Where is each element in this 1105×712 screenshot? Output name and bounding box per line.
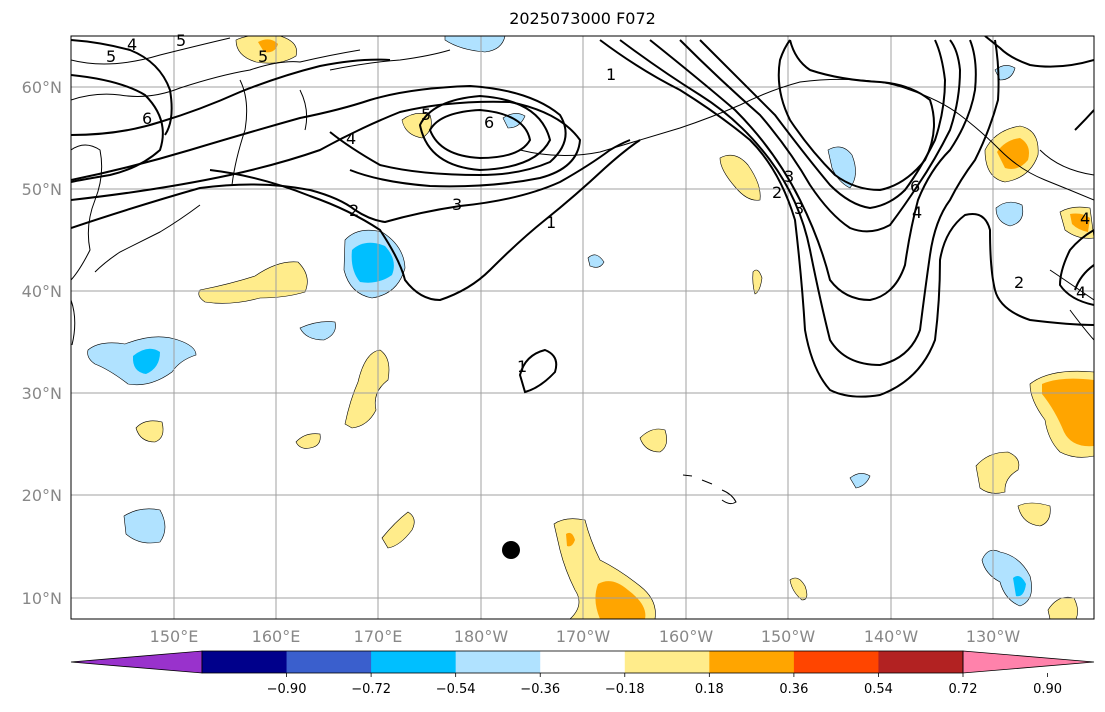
negative-anomaly-core [1013,576,1026,597]
longitude-labels: 150°E 160°E 170°E 180°W 170°W 160°W 150°… [150,627,1021,646]
contour-label: 1 [606,65,616,84]
positive-anomaly-area [295,433,321,449]
contour-label: 3 [784,167,794,186]
colorbar-extend-low [70,650,203,674]
contour-label: 2 [1014,273,1024,292]
contour-label: 4 [912,203,922,222]
colorbar-swatch [371,651,457,673]
contour-label: 6 [484,113,494,132]
colorbar-tick-label: −0.90 [267,682,307,697]
positive-anomaly-core [997,138,1029,169]
contour-label: 1 [517,357,527,376]
colorbar-tick-label: −0.54 [436,682,476,697]
colorbar-swatch [202,651,288,673]
positive-anomaly-core [595,581,646,619]
contour-label: 6 [910,177,920,196]
lat-label-20n: 20°N [22,486,62,505]
lon-label: 180°W [454,627,509,646]
lon-label: 130°W [966,627,1021,646]
lat-label-10n: 10°N [22,589,62,608]
colorbar-swatch [624,651,710,673]
positive-anomaly-area [1017,502,1051,527]
colorbar-swatch [878,651,964,673]
contour-label: 4 [1080,209,1090,228]
lon-label: 170°W [556,627,611,646]
positive-anomaly-area [135,420,164,443]
lon-label: 150°W [761,627,816,646]
positive-anomaly-area [789,577,808,601]
positive-anomaly-area [381,511,415,549]
colorbar-frame [201,650,964,674]
lat-label-30n: 30°N [22,384,62,403]
positive-anomaly-core [1042,378,1094,447]
colorbar-tick-label: 0.90 [1033,682,1062,697]
colorbar-swatch [709,651,795,673]
contour-label: 2 [349,201,359,220]
contour-label: 5 [258,47,268,66]
lon-label: 160°E [252,627,301,646]
contour-label: 5 [176,31,186,50]
colorbar-tick-label: 0.18 [695,682,724,697]
colorbar-swatch [540,651,626,673]
lat-label-50n: 50°N [22,180,62,199]
negative-anomaly-area [827,146,856,189]
latitude-labels: 60°N 50°N 40°N 30°N 20°N 10°N [22,78,62,608]
lon-label: 170°E [354,627,403,646]
lon-label: 160°W [659,627,714,646]
contour-label: 6 [142,109,152,128]
contours [71,36,1094,398]
positive-anomaly-core [1070,213,1090,232]
location-marker [502,541,520,559]
colorbar: −0.90 −0.72 −0.54 −0.36 −0.18 0.18 0.36 0.54 0.7… [70,650,1095,697]
positive-anomaly-area [1047,596,1078,619]
positive-anomaly-area [752,269,763,295]
negative-anomaly-area [995,201,1024,227]
colorbar-extend-high [962,650,1095,674]
positive-anomaly-area [639,428,667,453]
contour-label: 3 [794,199,804,218]
colorbar-swatch [286,651,372,673]
contour-label: 4 [346,129,356,148]
colorbar-tick-label: 0.54 [864,682,893,697]
negative-anomaly-area [444,36,506,53]
contour-label: 2 [772,183,782,202]
colorbar-tick-label: −0.72 [351,682,391,697]
contour-label: 5 [421,105,431,124]
shaded-anomaly-layer [87,36,1094,619]
negative-anomaly-core [351,242,394,283]
positive-anomaly-core [258,39,278,53]
colorbar-tick-label: 0.36 [779,682,808,697]
contour-label: 3 [452,195,462,214]
colorbar-swatch [455,651,541,673]
contour-label: 5 [106,47,116,66]
contour-label: 4 [127,35,137,54]
lat-label-40n: 40°N [22,282,62,301]
positive-anomaly-core [566,532,575,547]
colorbar-tick-label: 0.72 [949,682,978,697]
negative-anomaly-area [849,473,871,489]
map-title: 2025073000 F072 [509,9,656,28]
lon-label: 140°W [864,627,919,646]
contour-labels: 5 4 6 5 6 5 2 3 1 1 1 4 2 3 6 4 3 4 2 5 … [106,31,1090,376]
positive-anomaly-area [975,451,1020,494]
positive-anomaly-area [344,349,390,429]
negative-anomaly-area [123,508,166,544]
colorbar-tick-label: −0.36 [520,682,560,697]
colorbar-swatch [793,651,879,673]
negative-anomaly-core [132,348,160,374]
contour-label: 4 [1076,283,1086,302]
lon-label: 150°E [150,627,199,646]
plot-frame [70,35,1095,620]
positive-anomaly-area [198,261,308,304]
contour-label: 1 [546,213,556,232]
positive-anomaly-area [719,154,761,201]
negative-anomaly-area [299,321,336,341]
negative-anomaly-area [587,254,605,268]
lat-label-60n: 60°N [22,78,62,97]
colorbar-tick-label: −0.18 [605,682,645,697]
negative-anomaly-area [994,65,1016,81]
